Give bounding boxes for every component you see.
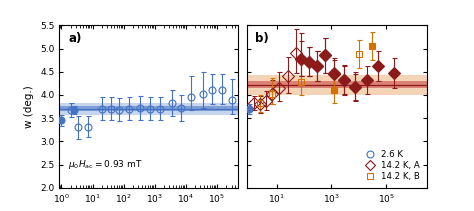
Text: $\mu_0 H_\mathrm{ac} = 0.93$ mT: $\mu_0 H_\mathrm{ac} = 0.93$ mT bbox=[68, 158, 143, 171]
Text: b): b) bbox=[255, 32, 268, 45]
Bar bbox=[59, 103, 238, 115]
Bar bbox=[247, 81, 427, 88]
Legend: 2.6 K, 14.2 K, A, 14.2 K, B: 2.6 K, 14.2 K, A, 14.2 K, B bbox=[358, 147, 422, 184]
Text: a): a) bbox=[68, 32, 82, 45]
Bar bbox=[247, 74, 427, 95]
Y-axis label: w (deg.): w (deg.) bbox=[25, 85, 35, 128]
Bar bbox=[59, 106, 238, 111]
